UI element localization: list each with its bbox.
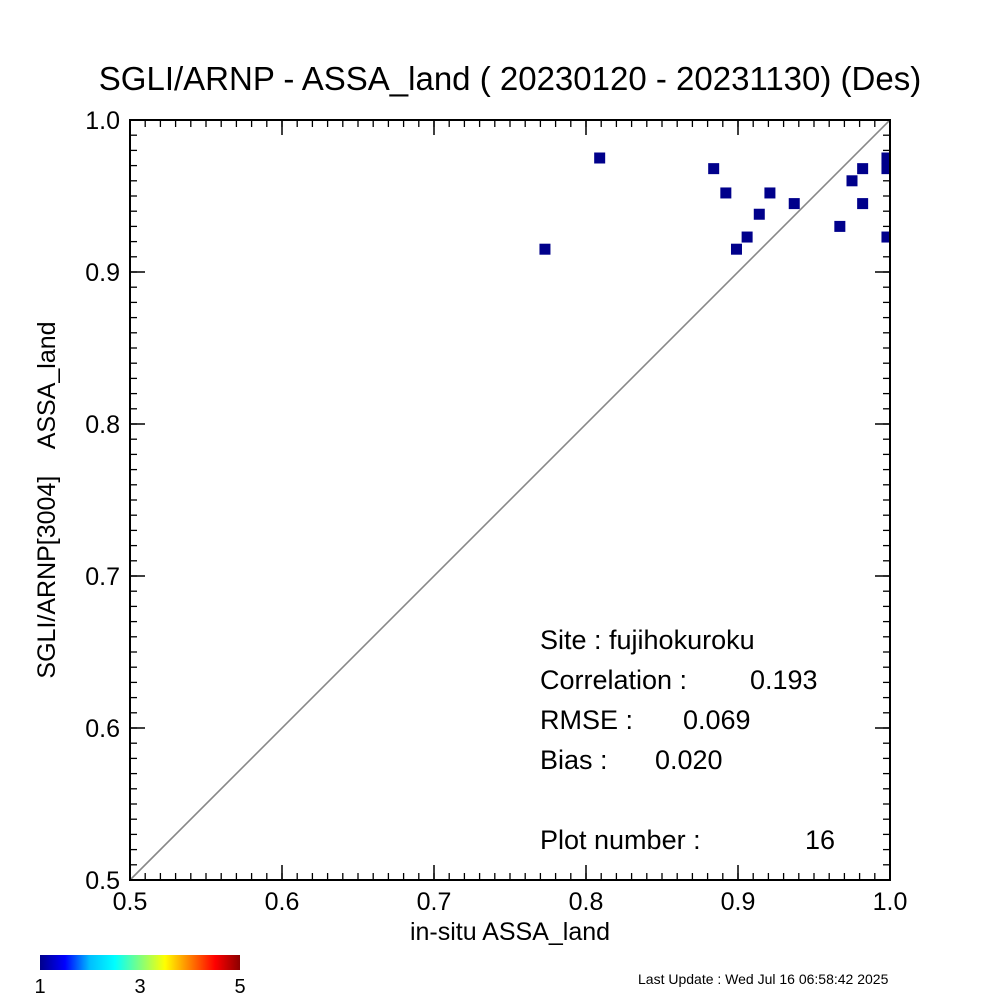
data-point bbox=[857, 198, 869, 210]
x-tick-label: 1.0 bbox=[873, 888, 908, 916]
data-point bbox=[730, 243, 742, 255]
data-point bbox=[753, 208, 765, 220]
correlation-label: Correlation : bbox=[540, 665, 687, 695]
y-tick-label: 0.8 bbox=[85, 411, 120, 439]
data-point bbox=[539, 243, 551, 255]
one-to-one-line bbox=[129, 119, 891, 881]
data-point bbox=[594, 152, 606, 164]
y-tick-label: 0.5 bbox=[85, 867, 120, 895]
data-point bbox=[788, 198, 800, 210]
y-tick-labels: 0.5 0.6 0.7 0.8 0.9 1.0 bbox=[85, 107, 120, 895]
colorbar-labels: 1 3 5 bbox=[34, 976, 245, 998]
data-point bbox=[708, 163, 720, 175]
y-tick-label: 0.7 bbox=[85, 563, 120, 591]
x-tick-label: 0.5 bbox=[113, 888, 148, 916]
data-points bbox=[539, 152, 890, 255]
correlation-value: 0.193 bbox=[750, 665, 818, 695]
chart-title: SGLI/ARNP - ASSA_land ( 20230120 - 20231… bbox=[99, 60, 921, 97]
data-point bbox=[881, 152, 890, 164]
x-axis-label: in-situ ASSA_land bbox=[410, 918, 610, 946]
x-tick-label: 0.8 bbox=[569, 888, 604, 916]
data-point bbox=[881, 231, 890, 243]
y-tick-label: 0.9 bbox=[85, 259, 120, 287]
colorbar-label: 5 bbox=[234, 976, 245, 998]
x-tick-labels: 0.5 0.6 0.7 0.8 0.9 1.0 bbox=[113, 888, 908, 916]
bias-value: 0.020 bbox=[655, 745, 723, 775]
plot-frame bbox=[129, 119, 891, 881]
y-tick-label: 0.6 bbox=[85, 715, 120, 743]
x-tick-label: 0.7 bbox=[417, 888, 452, 916]
data-point bbox=[857, 163, 869, 175]
plot-number-value: 16 bbox=[805, 825, 835, 855]
data-point bbox=[741, 231, 753, 243]
site-annotation: Site : fujihokuroku bbox=[540, 625, 755, 655]
last-update-text: Last Update : Wed Jul 16 06:58:42 2025 bbox=[638, 971, 889, 987]
x-tick-label: 0.9 bbox=[721, 888, 756, 916]
y-axis-label: SGLI/ARNP[3004] ASSA_land bbox=[33, 321, 61, 678]
data-point bbox=[881, 163, 890, 175]
colorbar-label: 3 bbox=[134, 976, 145, 998]
plot-number-label: Plot number : bbox=[540, 825, 701, 855]
rmse-value: 0.069 bbox=[683, 705, 751, 735]
data-point bbox=[720, 187, 732, 199]
bias-label: Bias : bbox=[540, 745, 608, 775]
data-point bbox=[846, 175, 858, 187]
y-tick-label: 1.0 bbox=[85, 107, 120, 135]
colorbar-label: 1 bbox=[34, 976, 45, 998]
data-point bbox=[834, 220, 846, 232]
data-point bbox=[764, 187, 776, 199]
colorbar bbox=[40, 955, 240, 970]
x-tick-label: 0.6 bbox=[265, 888, 300, 916]
rmse-label: RMSE : bbox=[540, 705, 633, 735]
